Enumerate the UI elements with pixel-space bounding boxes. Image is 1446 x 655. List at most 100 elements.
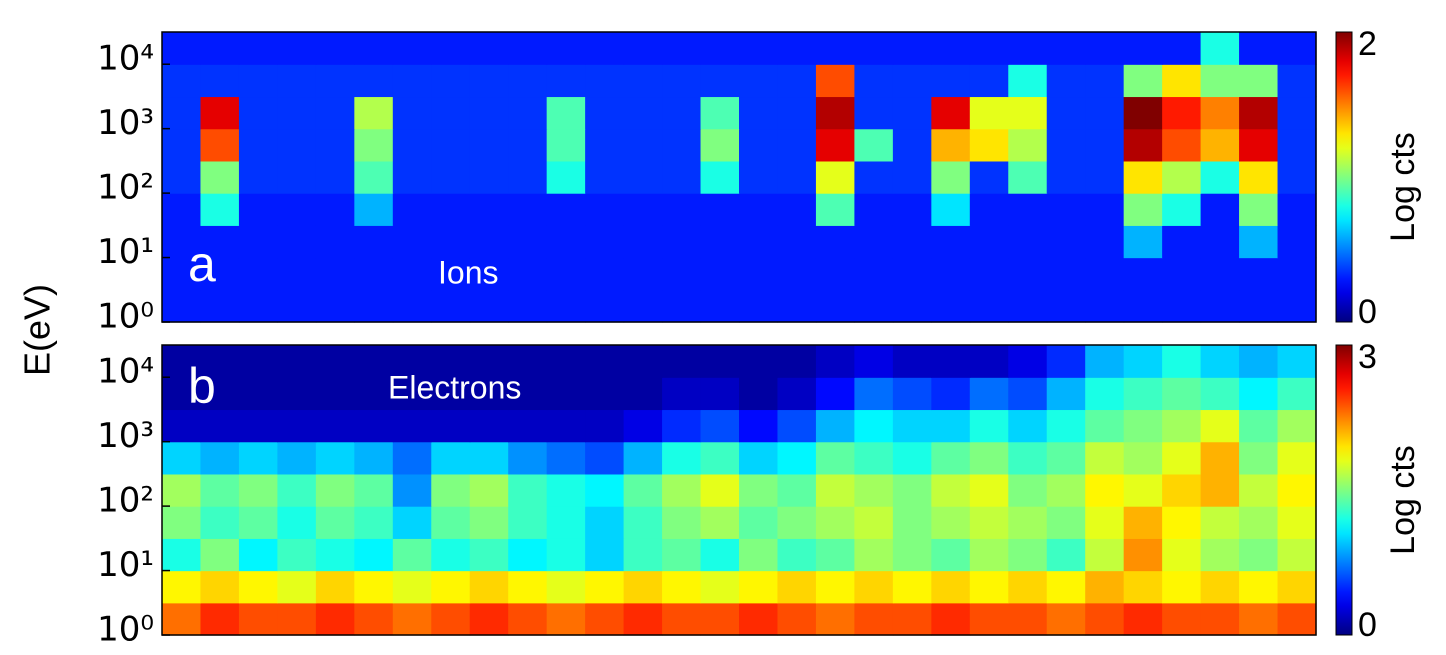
heatmap-cell	[1200, 570, 1240, 604]
heatmap-cell	[662, 225, 702, 259]
heatmap-cell	[1085, 441, 1125, 475]
heatmap-cell	[1046, 225, 1086, 259]
heatmap-cell	[162, 377, 202, 411]
heatmap-cell	[662, 289, 702, 323]
heatmap-cell	[1008, 257, 1048, 291]
heatmap-cell	[162, 570, 202, 604]
heatmap-cell	[585, 257, 625, 291]
heatmap-cell	[1085, 32, 1125, 65]
heatmap-cell	[1123, 96, 1163, 130]
heatmap-cell	[1200, 506, 1240, 539]
heatmap-cell	[1085, 377, 1125, 411]
y-tick-label: 10¹	[97, 545, 154, 585]
heatmap-cell	[162, 160, 202, 194]
heatmap-cell	[1277, 506, 1317, 539]
heatmap-cell	[1277, 225, 1317, 259]
heatmap-cell	[431, 377, 471, 411]
heatmap-cell	[1239, 538, 1279, 572]
y-axis-label: E(eV)	[17, 284, 58, 376]
heatmap-cell	[700, 96, 740, 130]
heatmap-cell	[739, 193, 779, 226]
heatmap-cell	[969, 225, 1009, 259]
heatmap-cell	[200, 193, 240, 226]
heatmap-cell	[1239, 289, 1279, 323]
heatmap-cell	[623, 96, 663, 130]
heatmap-cell	[508, 160, 548, 194]
heatmap-cell	[662, 32, 702, 65]
heatmap-cell	[662, 409, 702, 443]
heatmap-cell	[854, 257, 894, 291]
heatmap-cell	[931, 160, 971, 194]
heatmap-cell	[700, 225, 740, 259]
heatmap-cell	[854, 538, 894, 572]
heatmap-cell	[623, 602, 663, 636]
heatmap-cell	[315, 473, 355, 507]
heatmap-cell	[1200, 289, 1240, 323]
heatmap-cell	[1200, 602, 1240, 636]
heatmap-cell	[277, 128, 317, 162]
heatmap-cell	[1239, 96, 1279, 130]
heatmap-cell	[431, 409, 471, 443]
heatmap-cell	[508, 257, 548, 291]
y-tick-label: 10⁰	[97, 610, 154, 650]
heatmap-cell	[431, 96, 471, 130]
heatmap-cell	[585, 506, 625, 539]
heatmap-cell	[585, 64, 625, 98]
heatmap-cell	[1046, 128, 1086, 162]
heatmap-cell	[815, 96, 855, 130]
heatmap-cell	[739, 257, 779, 291]
heatmap-cell	[392, 602, 432, 636]
heatmap-cell	[1123, 193, 1163, 226]
heatmap-cell	[854, 193, 894, 226]
heatmap-cell	[546, 506, 586, 539]
heatmap-cell	[277, 409, 317, 443]
heatmap-cell	[200, 64, 240, 98]
heatmap-cell	[1162, 225, 1202, 259]
heatmap-cell	[1162, 289, 1202, 323]
heatmap-cell	[200, 160, 240, 194]
heatmap-cell	[354, 377, 394, 411]
heatmap-cell	[815, 570, 855, 604]
heatmap-cell	[469, 506, 509, 539]
heatmap-cell	[508, 289, 548, 323]
heatmap-cell	[623, 345, 663, 378]
heatmap-cell	[662, 570, 702, 604]
heatmap-cell	[1162, 345, 1202, 378]
heatmap-cell	[1008, 602, 1048, 636]
heatmap-cell	[1046, 345, 1086, 378]
heatmap-cell	[508, 538, 548, 572]
heatmap-cell	[854, 506, 894, 539]
heatmap-cell	[277, 506, 317, 539]
heatmap-cell	[1046, 32, 1086, 65]
heatmap-cell	[354, 473, 394, 507]
heatmap-cell	[277, 193, 317, 226]
heatmap-cell	[508, 570, 548, 604]
heatmap-cell	[354, 193, 394, 226]
heatmap-cell	[815, 538, 855, 572]
heatmap-cell	[1123, 473, 1163, 507]
heatmap-cell	[931, 441, 971, 475]
heatmap-cell	[162, 257, 202, 291]
heatmap-cell	[585, 441, 625, 475]
heatmap-cell	[1123, 377, 1163, 411]
heatmap-cell	[739, 538, 779, 572]
heatmap-cell	[892, 96, 932, 130]
heatmap-cell	[238, 377, 278, 411]
heatmap-cell	[777, 473, 817, 507]
heatmap-cell	[623, 441, 663, 475]
heatmap-cell	[392, 193, 432, 226]
heatmap-cell	[969, 257, 1009, 291]
heatmap-cell	[354, 538, 394, 572]
heatmap-cell	[1008, 128, 1048, 162]
heatmap-cell	[431, 32, 471, 65]
heatmap-cell	[777, 193, 817, 226]
heatmap-cell	[1008, 193, 1048, 226]
heatmap-cell	[1162, 538, 1202, 572]
heatmap-cell	[777, 128, 817, 162]
heatmap-cell	[931, 377, 971, 411]
heatmap-cell	[162, 32, 202, 65]
heatmap-cell	[431, 289, 471, 323]
heatmap-cell	[469, 441, 509, 475]
heatmap-cell	[546, 193, 586, 226]
heatmap-cell	[931, 225, 971, 259]
